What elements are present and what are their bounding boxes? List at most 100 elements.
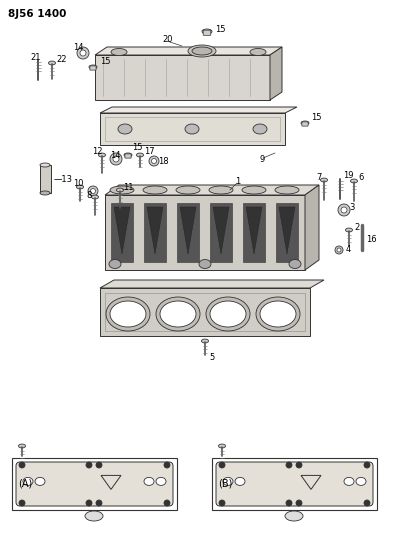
Ellipse shape [260,301,296,327]
Polygon shape [100,107,297,113]
Text: 12: 12 [92,148,103,157]
Circle shape [152,158,156,164]
Polygon shape [144,203,166,262]
FancyBboxPatch shape [90,66,96,70]
Polygon shape [100,288,310,336]
Text: 9: 9 [260,155,265,164]
Text: 10: 10 [73,179,83,188]
Ellipse shape [40,163,50,167]
Text: 18: 18 [158,157,169,166]
Ellipse shape [320,178,328,182]
Ellipse shape [285,511,303,521]
Ellipse shape [301,121,309,125]
Circle shape [77,47,89,59]
Text: 17: 17 [144,147,155,156]
Ellipse shape [202,29,212,34]
Ellipse shape [176,186,200,194]
Ellipse shape [275,186,299,194]
Ellipse shape [156,297,200,331]
Ellipse shape [286,462,292,468]
Ellipse shape [223,478,233,486]
FancyBboxPatch shape [12,458,177,510]
Ellipse shape [96,500,102,506]
Ellipse shape [201,339,209,343]
Ellipse shape [89,65,97,69]
Polygon shape [210,203,232,262]
Ellipse shape [256,297,300,331]
Text: 8: 8 [86,190,91,199]
Ellipse shape [156,478,166,486]
Polygon shape [305,185,319,270]
Polygon shape [246,207,262,254]
Ellipse shape [86,500,92,506]
Ellipse shape [185,124,199,134]
Ellipse shape [350,179,358,183]
Ellipse shape [164,462,170,468]
Ellipse shape [253,124,267,134]
Ellipse shape [109,260,121,269]
Polygon shape [243,203,265,262]
Ellipse shape [188,45,216,57]
Text: 21: 21 [30,52,41,61]
Polygon shape [95,55,270,100]
Ellipse shape [296,462,302,468]
Ellipse shape [143,186,167,194]
Ellipse shape [118,124,132,134]
Polygon shape [147,207,163,254]
FancyBboxPatch shape [203,30,211,35]
Ellipse shape [117,188,124,192]
Text: 14: 14 [73,43,83,52]
Polygon shape [180,207,196,254]
Polygon shape [105,195,305,270]
Ellipse shape [346,228,352,232]
Text: (A): (A) [18,479,32,489]
Ellipse shape [209,186,233,194]
Ellipse shape [296,500,302,506]
Ellipse shape [356,478,366,486]
Text: 8J56 1400: 8J56 1400 [8,9,66,19]
Ellipse shape [49,61,55,65]
Ellipse shape [35,478,45,486]
Ellipse shape [219,462,225,468]
Ellipse shape [219,500,225,506]
Circle shape [335,246,343,254]
Ellipse shape [136,153,144,157]
Ellipse shape [242,186,266,194]
Polygon shape [279,207,295,254]
Text: 6: 6 [358,173,363,182]
Polygon shape [40,165,51,193]
Text: 22: 22 [56,55,67,64]
Ellipse shape [286,500,292,506]
Ellipse shape [206,297,250,331]
Ellipse shape [164,500,170,506]
Polygon shape [100,113,285,145]
Circle shape [91,189,95,193]
Ellipse shape [40,191,50,195]
Circle shape [149,156,159,166]
Circle shape [341,207,347,213]
Text: 3: 3 [349,203,354,212]
Ellipse shape [192,47,212,55]
Polygon shape [276,203,298,262]
Polygon shape [95,47,282,55]
Text: 1: 1 [235,176,240,185]
Ellipse shape [110,186,134,194]
Text: 15: 15 [132,142,142,151]
Polygon shape [270,47,282,100]
Polygon shape [114,207,130,254]
Circle shape [88,186,98,196]
Polygon shape [111,203,133,262]
FancyBboxPatch shape [16,462,173,506]
Ellipse shape [144,478,154,486]
Ellipse shape [160,301,196,327]
Text: —13: —13 [54,174,73,183]
Ellipse shape [19,500,25,506]
Ellipse shape [99,153,105,157]
Text: 7: 7 [316,173,321,182]
Circle shape [337,248,341,252]
Polygon shape [105,185,319,195]
Ellipse shape [364,462,370,468]
Ellipse shape [199,260,211,269]
Ellipse shape [19,462,25,468]
Text: 15: 15 [215,25,225,34]
